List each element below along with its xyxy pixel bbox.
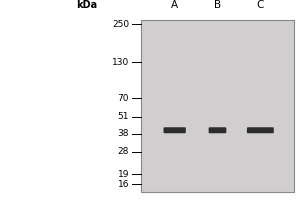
Text: A: A [171, 0, 178, 10]
FancyBboxPatch shape [247, 127, 274, 133]
Text: 51: 51 [118, 112, 129, 121]
Text: 16: 16 [118, 180, 129, 189]
Text: 19: 19 [118, 170, 129, 179]
Text: 38: 38 [118, 129, 129, 138]
Text: 28: 28 [118, 147, 129, 156]
Text: 130: 130 [112, 58, 129, 67]
Text: B: B [214, 0, 221, 10]
Text: kDa: kDa [76, 0, 98, 10]
Text: C: C [257, 0, 264, 10]
FancyBboxPatch shape [209, 127, 226, 133]
FancyBboxPatch shape [164, 127, 186, 133]
Bar [141, 20, 294, 192]
Text: 250: 250 [112, 20, 129, 29]
Text: 70: 70 [118, 94, 129, 103]
